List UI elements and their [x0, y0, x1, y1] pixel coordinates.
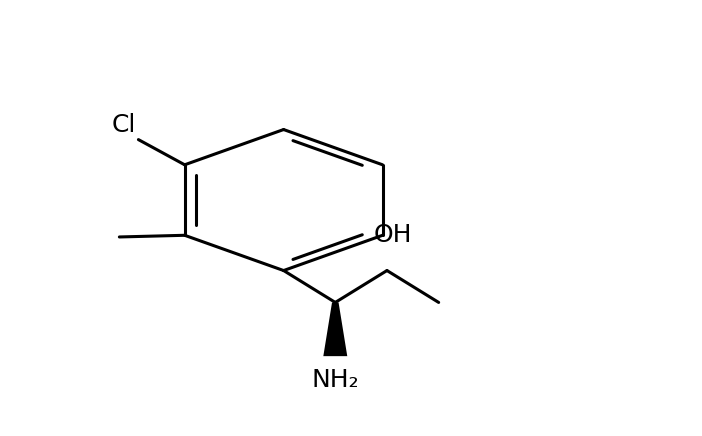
Text: NH₂: NH₂	[312, 368, 359, 392]
Polygon shape	[324, 303, 347, 356]
Text: OH: OH	[373, 223, 411, 247]
Text: Cl: Cl	[112, 113, 135, 137]
